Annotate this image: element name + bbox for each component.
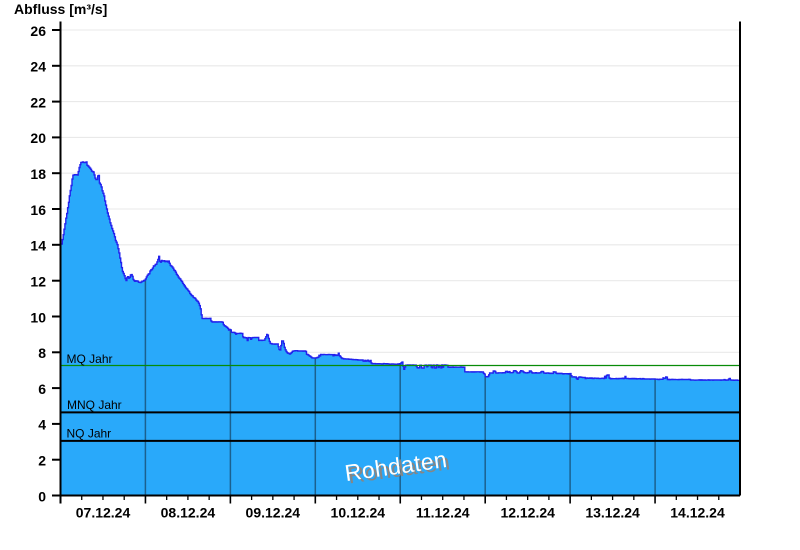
svg-text:MNQ Jahr: MNQ Jahr (67, 398, 122, 412)
svg-text:MQ Jahr: MQ Jahr (67, 352, 113, 366)
svg-text:16: 16 (30, 202, 46, 218)
svg-text:14: 14 (30, 238, 46, 254)
svg-text:12: 12 (30, 274, 46, 290)
svg-text:20: 20 (30, 130, 46, 146)
svg-text:26: 26 (30, 23, 46, 39)
svg-text:13.12.24: 13.12.24 (585, 505, 640, 521)
svg-text:NQ Jahr: NQ Jahr (67, 427, 112, 441)
svg-text:10: 10 (30, 309, 46, 325)
svg-text:6: 6 (38, 381, 46, 397)
svg-text:22: 22 (30, 94, 46, 110)
svg-text:12.12.24: 12.12.24 (500, 505, 555, 521)
svg-text:07.12.24: 07.12.24 (76, 505, 131, 521)
svg-text:Abfluss [m³/s]: Abfluss [m³/s] (14, 1, 107, 17)
svg-text:4: 4 (38, 417, 46, 433)
svg-text:8: 8 (38, 345, 46, 361)
svg-text:2: 2 (38, 453, 46, 469)
svg-text:11.12.24: 11.12.24 (416, 505, 470, 521)
svg-text:10.12.24: 10.12.24 (331, 505, 386, 521)
svg-text:0: 0 (38, 488, 46, 504)
svg-text:14.12.24: 14.12.24 (670, 505, 725, 521)
svg-text:09.12.24: 09.12.24 (246, 505, 301, 521)
svg-text:08.12.24: 08.12.24 (161, 505, 216, 521)
svg-text:18: 18 (30, 166, 46, 182)
svg-text:24: 24 (30, 59, 46, 75)
